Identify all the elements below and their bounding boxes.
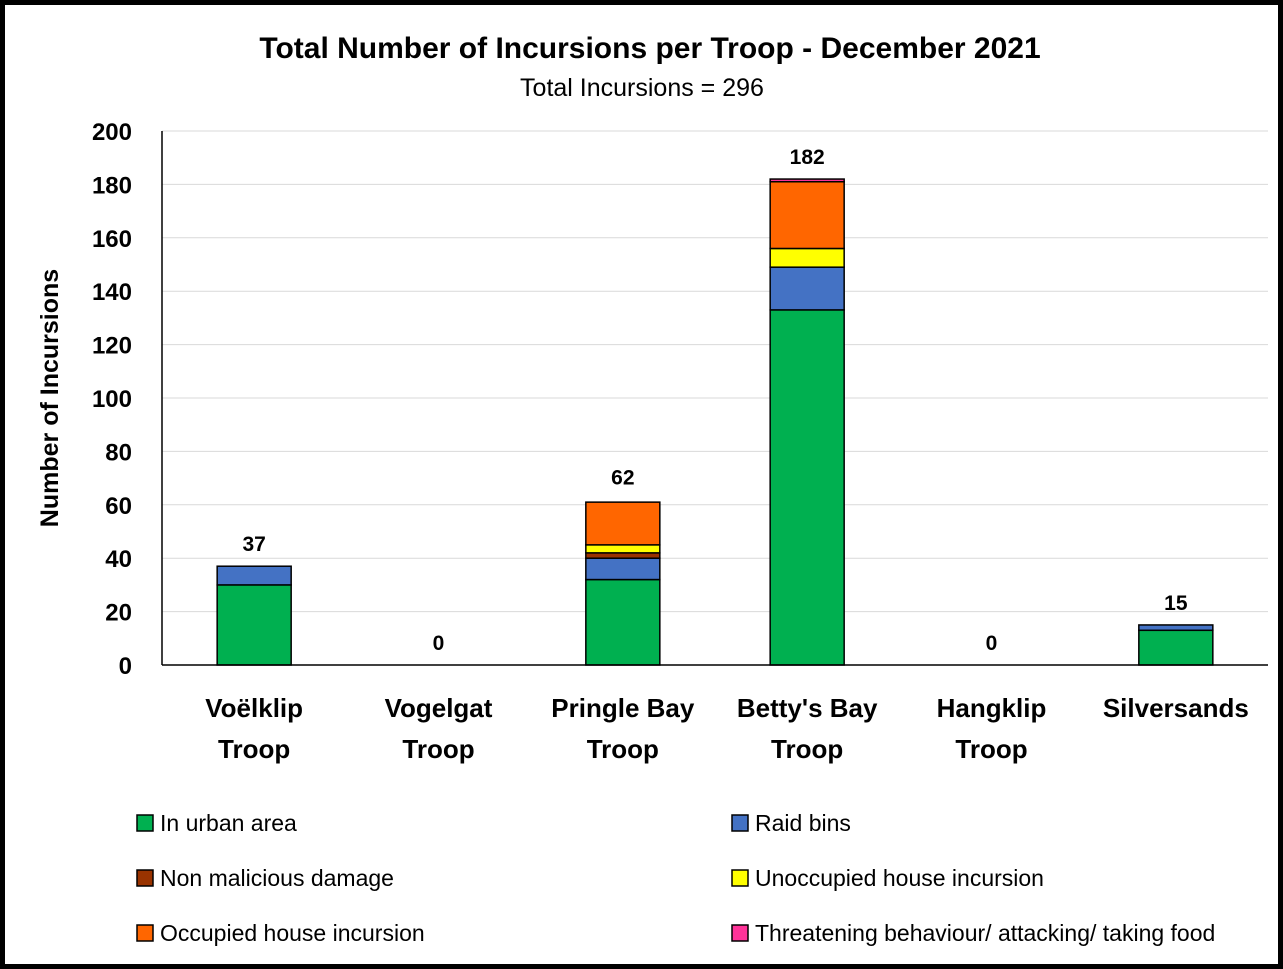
x-category-label: Hangklip — [937, 693, 1047, 723]
bar-total-label: 0 — [433, 632, 445, 655]
legend-swatch — [731, 924, 749, 942]
bar-segment-raid-bins — [216, 565, 292, 586]
legend-item: Unoccupied house incursion — [731, 865, 1044, 891]
bar-segment-occupied-house-incursion — [585, 501, 661, 546]
y-tick-label: 140 — [92, 279, 132, 306]
bar-segment-raid-bins — [1138, 624, 1214, 632]
x-category-label: Troop — [587, 734, 659, 764]
legend-item: Occupied house incursion — [136, 920, 425, 946]
legend: In urban area Raid bins Non malicious dama… — [136, 810, 1215, 946]
legend-item: In urban area — [136, 810, 297, 836]
y-tick-label: 40 — [105, 546, 132, 573]
y-axis-label: Number of Incursions — [36, 269, 64, 527]
bar-total-label: 62 — [611, 466, 634, 489]
gridlines — [162, 130, 1268, 613]
bar-segment-in-urban-area — [585, 578, 661, 666]
y-tick-labels: 0 20 40 60 80 100 120 140 160 180 200 — [92, 119, 132, 680]
y-tick-label: 120 — [92, 333, 132, 360]
legend-swatch — [136, 924, 154, 942]
x-category-label: Pringle Bay — [551, 693, 695, 723]
bar-segment-in-urban-area — [216, 584, 292, 666]
legend-swatch — [136, 869, 154, 887]
bar-total-label: 182 — [790, 146, 825, 169]
bar-segment-unoccupied-house-incursion — [769, 247, 845, 268]
legend-item: Raid bins — [731, 810, 851, 836]
legend-item: Threatening behaviour/ attacking/ taking… — [731, 920, 1215, 946]
bar-total-label: 37 — [242, 533, 265, 556]
bar-segment-raid-bins — [585, 557, 661, 581]
chart-title: Total Number of Incursions per Troop - D… — [259, 32, 1040, 65]
bar-total-labels: 37 0 62 182 0 15 — [242, 146, 1187, 655]
legend-label: Unoccupied house incursion — [755, 865, 1044, 891]
y-tick-label: 200 — [92, 119, 132, 146]
x-category-labels: Voëlklip Troop Vogelgat Troop Pringle Bay Tro… — [205, 693, 1249, 764]
y-tick-label: 0 — [119, 653, 132, 680]
y-tick-label: 80 — [105, 439, 132, 466]
x-category-label: Troop — [402, 734, 474, 764]
y-tick-label: 180 — [92, 172, 132, 199]
x-category-label: Betty's Bay — [737, 693, 878, 723]
y-tick-label: 160 — [92, 226, 132, 253]
bar-segment-in-urban-area — [1138, 629, 1214, 666]
legend-item: Non malicious damage — [136, 865, 394, 891]
bar-segment-in-urban-area — [769, 309, 845, 666]
bar-total-label: 0 — [986, 632, 998, 655]
legend-label: Occupied house incursion — [160, 920, 425, 946]
x-category-label: Troop — [771, 734, 843, 764]
bar-total-label: 15 — [1164, 592, 1188, 615]
y-tick-label: 100 — [92, 386, 132, 413]
chart-subtitle: Total Incursions = 296 — [520, 74, 764, 102]
legend-swatch — [731, 869, 749, 887]
legend-label: In urban area — [160, 810, 297, 836]
y-tick-label: 20 — [105, 600, 132, 627]
x-category-label: Voëlklip — [205, 693, 303, 723]
bar-segment-occupied-house-incursion — [769, 180, 845, 250]
legend-swatch — [136, 814, 154, 832]
axes — [161, 131, 1268, 666]
x-category-label: Troop — [955, 734, 1027, 764]
x-category-label: Silversands — [1103, 693, 1249, 723]
legend-swatch — [731, 814, 749, 832]
x-category-label: Vogelgat — [385, 693, 493, 723]
y-tick-label: 60 — [105, 493, 132, 520]
x-category-label: Troop — [218, 734, 290, 764]
bars — [216, 178, 1214, 666]
bar-segment-unoccupied-house-incursion — [585, 544, 661, 554]
legend-label: Raid bins — [755, 810, 851, 836]
legend-label: Non malicious damage — [160, 865, 394, 891]
bar-segment-raid-bins — [769, 266, 845, 311]
bar-segment-threatening-behaviour-attacking-taking-food — [769, 178, 845, 183]
legend-label: Threatening behaviour/ attacking/ taking… — [755, 920, 1215, 946]
bar-segment-non-malicious-damage — [585, 552, 661, 559]
